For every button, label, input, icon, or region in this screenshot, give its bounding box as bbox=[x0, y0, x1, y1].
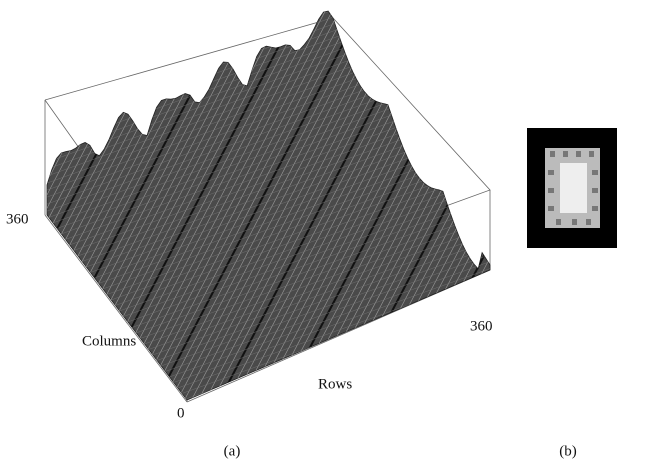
x-axis-label: Rows bbox=[318, 376, 352, 392]
caption-b: (b) bbox=[559, 443, 577, 459]
texture-line bbox=[0, 0, 51, 420]
texture-line bbox=[0, 0, 500, 81]
origin-label: 0 bbox=[177, 405, 185, 421]
x-axis-end: 360 bbox=[470, 318, 493, 334]
y-axis-end: 360 bbox=[6, 211, 29, 227]
texture-line bbox=[0, 0, 500, 60]
texture-line bbox=[0, 0, 37, 420]
image-center bbox=[560, 163, 587, 213]
figure: 360 Columns Rows 360 0 (a) (b) bbox=[0, 0, 646, 464]
texture-line bbox=[0, 0, 23, 420]
texture-line bbox=[0, 0, 9, 420]
texture-line bbox=[0, 0, 2, 420]
texture-line bbox=[0, 0, 16, 420]
texture-line bbox=[0, 0, 500, 67]
caption-a: (a) bbox=[224, 443, 241, 459]
texture-line bbox=[0, 0, 44, 420]
texture-line bbox=[0, 0, 500, 88]
y-axis-label: Columns bbox=[82, 333, 136, 349]
texture-line bbox=[0, 0, 500, 74]
panel-b: (b) bbox=[527, 128, 617, 459]
texture-line bbox=[0, 0, 30, 420]
